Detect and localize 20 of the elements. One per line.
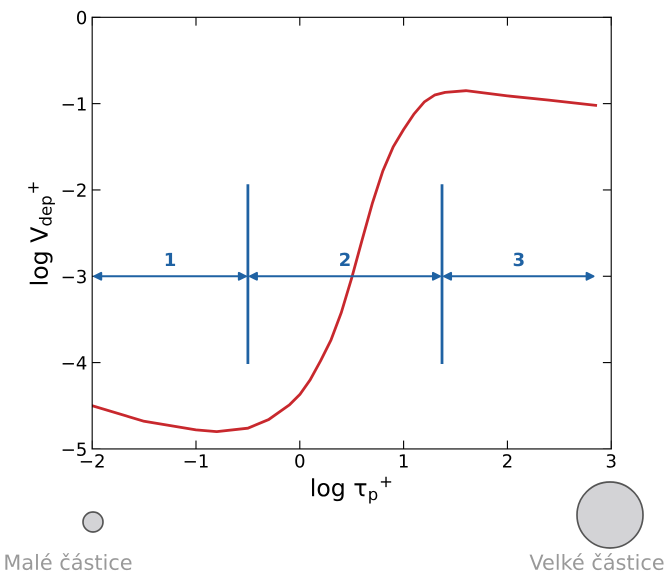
line-series [92, 89, 598, 434]
x-tick-label: 1 [400, 454, 408, 468]
x-tick-label: 3 [606, 454, 616, 468]
y-axis-title: log V$_{dep}$$^{+}$ [28, 182, 55, 284]
x-tick-label: 0 [295, 454, 304, 468]
x-tick-label: −2 [80, 454, 104, 468]
y-tick-label: −3 [62, 270, 86, 284]
annotation: 2 [340, 252, 350, 266]
y-tick-label: −1 [62, 97, 86, 110]
x-axis-title: log τ$_{p}$$^{+}$ [312, 476, 392, 504]
text: Velké částice [530, 553, 664, 570]
annotation: 3 [514, 252, 524, 266]
x-tick-label: 2 [502, 454, 512, 468]
y-tick-label: −5 [62, 442, 86, 456]
annotation: 1 [166, 252, 176, 266]
text: Malé částice [5, 553, 132, 570]
y-tick-label: −4 [62, 356, 86, 370]
x-tick-label: −1 [184, 454, 208, 468]
y-tick-label: −2 [62, 183, 86, 197]
y-tick-label: 0 [77, 10, 86, 24]
